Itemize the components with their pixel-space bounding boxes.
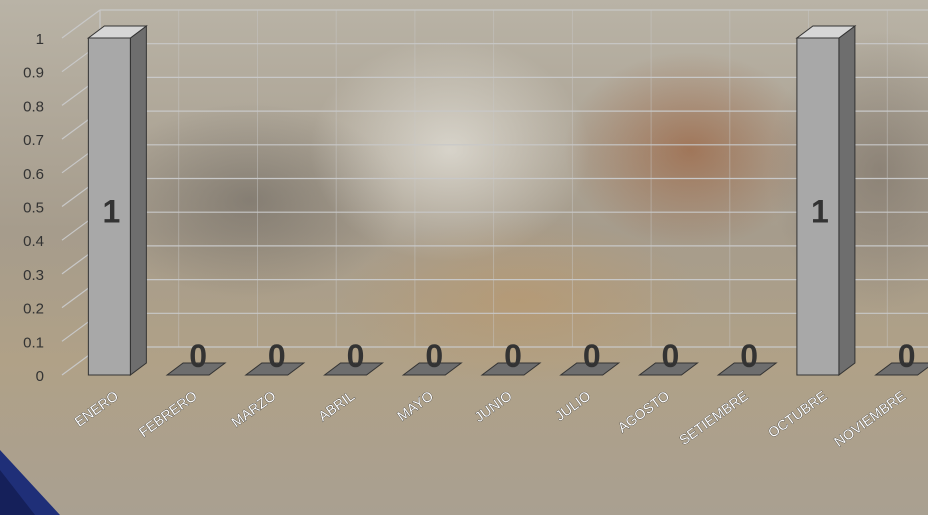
data-label: 0 — [583, 338, 601, 374]
category-label: OCTUBRE — [765, 387, 830, 440]
y-tick-label: 0.2 — [23, 301, 44, 318]
data-label: 0 — [662, 338, 680, 374]
y-tick-label: 1 — [36, 31, 44, 48]
data-labels: 1 0 0 0 0 0 0 0 0 1 0 — [102, 194, 915, 375]
category-label: NOVIEMBRE — [831, 387, 908, 449]
bar — [795, 25, 857, 376]
y-axis-ticks: 0 0.1 0.2 0.3 0.4 0.5 0.6 0.7 0.8 0.9 1 — [23, 31, 44, 385]
category-label: MARZO — [228, 387, 278, 430]
data-label: 0 — [740, 338, 758, 374]
y-tick-label: 0.9 — [23, 65, 44, 82]
data-label: 0 — [268, 338, 286, 374]
gridline — [61, 9, 928, 39]
data-label: 1 — [102, 194, 120, 230]
bar — [244, 362, 306, 376]
bars — [86, 25, 928, 376]
y-tick-label: 0.3 — [23, 267, 44, 284]
category-label: SETIEMBRE — [676, 387, 751, 447]
data-label: 0 — [347, 338, 365, 374]
bar — [874, 362, 928, 376]
category-label: AGOSTO — [615, 387, 673, 435]
bar — [637, 362, 699, 376]
x-axis-categories: ENERO FEBRERO MARZO ABRIL MAYO JUNIO JULIO AGOS… — [71, 387, 909, 450]
data-label: 0 — [425, 338, 443, 374]
y-tick-label: 0.8 — [23, 98, 44, 115]
bar — [165, 362, 227, 376]
bar — [401, 362, 463, 376]
category-label: MAYO — [394, 387, 436, 424]
data-label: 0 — [189, 338, 207, 374]
bar — [86, 25, 148, 376]
bar — [480, 362, 542, 376]
y-tick-label: 0 — [36, 368, 44, 385]
y-tick-label: 0.5 — [23, 200, 44, 217]
data-label: 0 — [898, 338, 916, 374]
y-tick-label: 0.6 — [23, 166, 44, 183]
corner-decoration — [0, 450, 60, 515]
category-label: ENERO — [71, 387, 121, 429]
category-label: FEBRERO — [136, 387, 200, 440]
y-tick-label: 0.1 — [23, 334, 44, 351]
data-label: 0 — [504, 338, 522, 374]
y-tick-label: 0.7 — [23, 132, 44, 149]
category-label: JUNIO — [471, 387, 514, 425]
y-tick-label: 0.4 — [23, 233, 44, 250]
bar — [323, 362, 385, 376]
bar — [716, 362, 778, 376]
category-label: ABRIL — [315, 387, 357, 424]
category-label: JULIO — [552, 387, 594, 423]
bar — [559, 362, 621, 376]
data-label: 1 — [811, 194, 829, 230]
